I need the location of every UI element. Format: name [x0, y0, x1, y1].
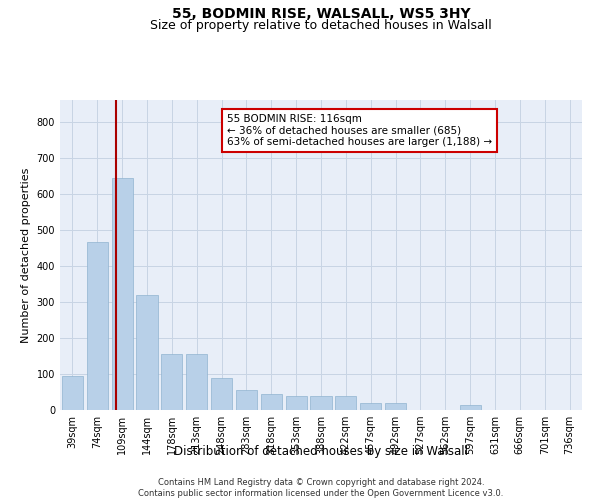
- Text: 55 BODMIN RISE: 116sqm
← 36% of detached houses are smaller (685)
63% of semi-de: 55 BODMIN RISE: 116sqm ← 36% of detached…: [227, 114, 492, 147]
- Y-axis label: Number of detached properties: Number of detached properties: [21, 168, 31, 342]
- Bar: [261, 394, 282, 410]
- Bar: [62, 376, 83, 410]
- Bar: [460, 404, 481, 410]
- Text: 55, BODMIN RISE, WALSALL, WS5 3HY: 55, BODMIN RISE, WALSALL, WS5 3HY: [172, 8, 470, 22]
- Text: Size of property relative to detached houses in Walsall: Size of property relative to detached ho…: [150, 19, 492, 32]
- Bar: [186, 354, 207, 410]
- Bar: [360, 403, 381, 410]
- Text: Distribution of detached houses by size in Walsall: Distribution of detached houses by size …: [174, 445, 468, 458]
- Bar: [310, 396, 332, 410]
- Bar: [236, 390, 257, 410]
- Bar: [161, 354, 182, 410]
- Bar: [335, 396, 356, 410]
- Text: Contains HM Land Registry data © Crown copyright and database right 2024.
Contai: Contains HM Land Registry data © Crown c…: [139, 478, 503, 498]
- Bar: [112, 178, 133, 410]
- Bar: [87, 242, 108, 410]
- Bar: [211, 378, 232, 410]
- Bar: [286, 396, 307, 410]
- Bar: [136, 294, 158, 410]
- Bar: [385, 403, 406, 410]
